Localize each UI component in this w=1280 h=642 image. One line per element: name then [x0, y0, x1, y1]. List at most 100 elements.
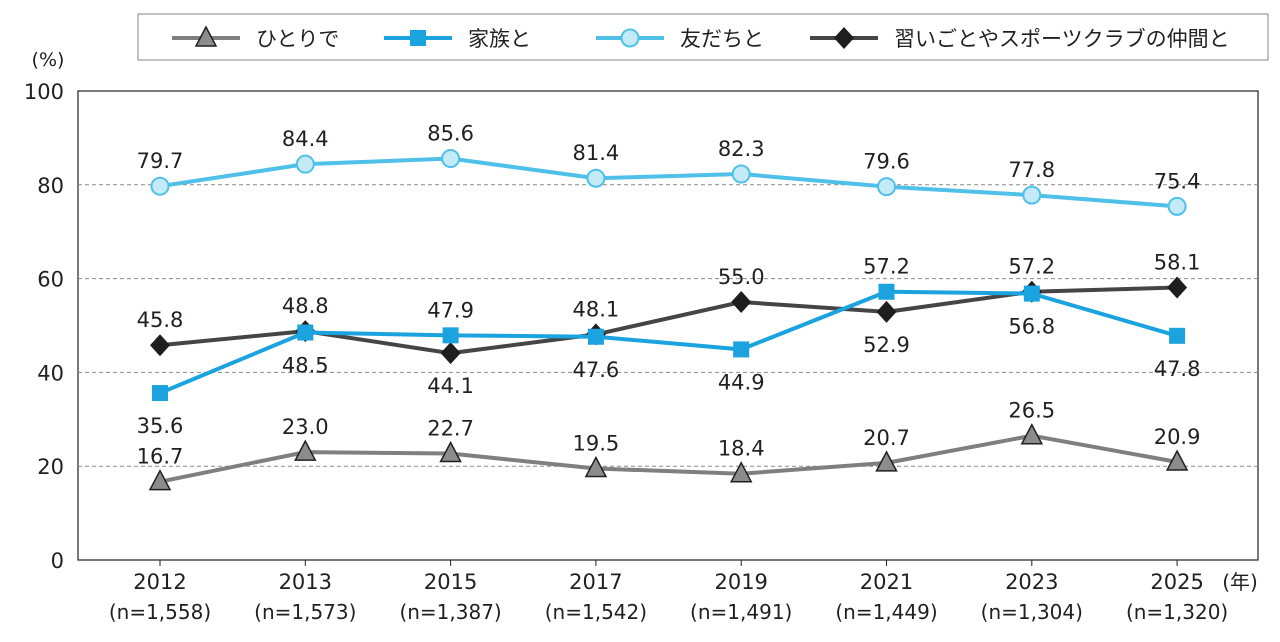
data-point-friends — [586, 168, 606, 188]
data-label-family: 47.6 — [573, 358, 620, 382]
data-point-club — [731, 291, 752, 314]
data-label-family: 57.2 — [863, 255, 910, 279]
x-tick-label: 2021 — [860, 570, 913, 594]
data-label-alone: 19.5 — [573, 432, 620, 456]
plot-frame — [77, 90, 1259, 561]
data-point-friends — [295, 154, 315, 174]
y-tick-label: 40 — [37, 361, 64, 385]
data-point-family — [1169, 327, 1186, 344]
data-label-club: 48.8 — [282, 294, 329, 318]
sample-size-label: (n=1,573) — [254, 600, 356, 624]
y-tick-label: 60 — [37, 268, 64, 292]
sample-size-label: (n=1,491) — [690, 600, 792, 624]
sample-size-label: (n=1,449) — [835, 600, 937, 624]
data-point-club — [1167, 276, 1188, 299]
legend-item-family: 家族と — [384, 27, 531, 51]
x-tick-label: 2019 — [714, 570, 767, 594]
legend-item-club: 習いごとやスポーツクラブの仲間と — [810, 27, 1230, 51]
x-tick-label: 2025 — [1150, 570, 1203, 594]
data-point-friends — [731, 164, 751, 184]
data-label-family: 47.8 — [1154, 357, 1201, 381]
data-point-family — [442, 327, 459, 344]
data-label-family: 56.8 — [1008, 315, 1055, 339]
data-point-family — [587, 328, 604, 345]
triangle-icon — [194, 25, 218, 47]
data-label-friends: 84.4 — [282, 127, 329, 151]
data-point-friends — [1022, 185, 1042, 205]
gridlines — [78, 184, 1258, 467]
legend-item-alone: ひとりで — [172, 25, 339, 51]
data-point-alone — [294, 439, 317, 461]
x-tick-label: 2017 — [569, 570, 622, 594]
legend-item-friends: 友だちと — [596, 27, 764, 51]
data-label-club: 44.1 — [427, 374, 474, 398]
data-point-club — [440, 342, 461, 365]
data-label-friends: 82.3 — [718, 137, 765, 161]
x-unit-label: (年) — [1222, 570, 1258, 594]
y-unit-label: (%) — [32, 49, 65, 71]
sample-size-label: (n=1,558) — [109, 600, 211, 624]
data-label-alone: 23.0 — [282, 415, 329, 439]
data-point-family — [1023, 285, 1040, 302]
legend-box — [137, 13, 1269, 61]
data-label-alone: 16.7 — [137, 445, 184, 469]
data-label-alone: 26.5 — [1008, 399, 1055, 423]
data-point-friends — [441, 149, 461, 169]
data-point-alone — [875, 450, 898, 472]
y-tick-label: 80 — [37, 174, 64, 198]
data-label-alone: 22.7 — [427, 417, 474, 441]
series-layer — [148, 149, 1189, 491]
legend: ひとりで 家族と 友だちと 習いごとやスポーツクラブの仲間と — [137, 13, 1269, 61]
data-label-friends: 77.8 — [1008, 158, 1055, 182]
y-tick-label: 0 — [51, 549, 64, 573]
sample-size-label: (n=1,387) — [399, 600, 501, 624]
data-point-family — [733, 341, 750, 358]
sample-size-label: (n=1,542) — [545, 600, 647, 624]
data-label-friends: 75.4 — [1154, 169, 1201, 193]
series-line-alone — [159, 433, 1178, 484]
data-point-alone — [1165, 449, 1189, 471]
data-point-alone — [584, 455, 608, 478]
data-label-club: 57.2 — [1008, 255, 1055, 279]
data-label-family: 48.5 — [282, 354, 329, 378]
circle-icon — [620, 28, 640, 48]
data-point-alone — [148, 469, 172, 491]
data-label-alone: 20.9 — [1154, 425, 1201, 449]
x-tick-label: 2012 — [133, 570, 186, 594]
sample-size-label: (n=1,320) — [1126, 600, 1228, 624]
x-tick-label: 2013 — [279, 570, 332, 594]
data-label-friends: 85.6 — [427, 122, 474, 146]
data-point-club — [150, 334, 170, 357]
series-line-family — [159, 289, 1178, 395]
legend-label: 習いごとやスポーツクラブの仲間と — [894, 27, 1230, 51]
data-label-club: 45.8 — [137, 308, 184, 332]
data-point-friends — [877, 177, 896, 197]
y-tick-label: 20 — [37, 455, 64, 479]
data-point-alone — [729, 461, 753, 483]
x-tick-label: 2015 — [424, 570, 477, 594]
data-label-friends: 81.4 — [573, 141, 620, 165]
data-point-alone — [439, 440, 462, 463]
data-label-club: 55.0 — [718, 265, 765, 289]
data-point-club — [876, 300, 897, 323]
diamond-icon — [834, 27, 854, 49]
data-labels: 16.7 23.0 22.7 19.5 18.4 20.7 26.5 20.9 79.7 84.4… — [137, 122, 1201, 469]
data-label-family: 44.9 — [718, 370, 765, 394]
data-point-friends — [150, 176, 170, 196]
data-point-family — [152, 385, 168, 402]
data-point-family — [878, 283, 895, 300]
data-label-family: 47.9 — [427, 298, 474, 322]
axes: (%) (年) 0 20 40 60 80 100 2012 (n=1,558) 2013 (n=… — [24, 49, 1258, 624]
data-label-family: 35.6 — [137, 414, 184, 438]
data-label-friends: 79.6 — [863, 150, 910, 174]
x-tick-label: 2023 — [1005, 570, 1058, 594]
data-label-friends: 79.7 — [137, 149, 184, 173]
legend-label: 家族と — [468, 27, 531, 51]
y-tick-label: 100 — [24, 80, 64, 104]
data-label-alone: 18.4 — [718, 437, 765, 461]
legend-label: 友だちと — [680, 27, 764, 51]
data-point-family — [297, 324, 314, 341]
data-point-friends — [1167, 196, 1187, 216]
square-icon — [410, 30, 426, 46]
